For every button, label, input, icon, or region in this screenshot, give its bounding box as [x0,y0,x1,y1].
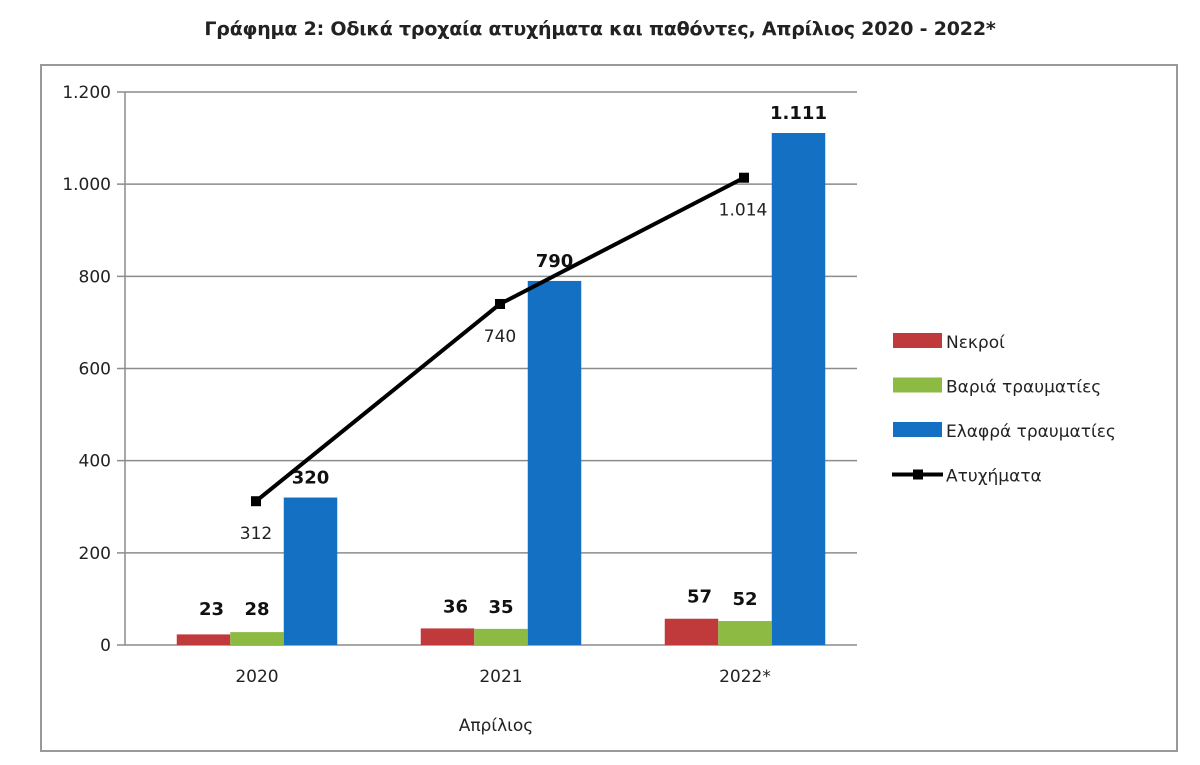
bar-value-label: 320 [292,468,330,489]
legend-marker [913,469,923,480]
data-labels: 23 36 57 28 35 52 320 790 1.111 312 740 1.014 [199,103,827,620]
x-axis-label: Απρίλιος [459,716,534,736]
y-tick-label: 1.000 [62,175,111,195]
bar-value-label: 790 [536,251,574,272]
bar-1-1 [474,628,528,645]
accidents-line [251,172,749,507]
line-value-label: 740 [484,327,516,347]
legend-swatch-0 [893,333,942,348]
bar-value-label: 36 [443,596,468,617]
x-tick-labels: 2020 2021 2022* [235,667,771,687]
bar-value-label: 57 [687,587,712,608]
bar-value-label: 1.111 [770,103,827,124]
bar-value-label: 52 [732,589,757,610]
y-tick-label: 800 [79,267,111,287]
bar-value-label: 35 [488,597,513,618]
bar-value-label: 28 [244,599,269,620]
bar-1-0 [230,632,284,645]
legend-swatch-1 [893,377,942,393]
chart-frame [40,64,1178,752]
x-tick-label: 2020 [235,667,278,687]
legend-label: Βαριά τραυματίες [946,378,1101,398]
legend-label: Ελαφρά τραυματίες [946,422,1116,442]
bar-1-2 [718,621,772,645]
accidents-marker [495,298,505,309]
y-tick-labels: 0 200 400 600 800 1.000 1.200 [62,83,111,656]
bar-0-1 [420,628,475,645]
x-tick-label: 2022* [719,667,771,687]
line-value-label: 1.014 [719,201,768,221]
legend-label: Νεκροί [946,333,1005,353]
y-tick-label: 0 [100,636,111,656]
x-tick-label: 2021 [479,667,522,687]
chart-title: Γράφημα 2: Οδικά τροχαία ατυχήματα και π… [204,18,996,40]
y-tick-label: 200 [79,544,111,564]
accidents-marker [739,172,749,183]
y-tick-label: 600 [79,360,111,380]
accidents-marker [251,496,261,507]
bar-0-0 [176,634,231,645]
bar-0-2 [664,618,719,645]
y-tick-label: 400 [79,452,111,472]
bar-2-2 [771,133,826,645]
legend: Νεκροί Βαριά τραυματίες Ελαφρά τραυματίες Α… [892,333,1116,487]
bar-2-0 [283,497,338,645]
legend-swatch-2 [893,422,942,437]
y-tick-label: 1.200 [62,83,111,103]
line-value-label: 312 [240,524,272,544]
bars [176,133,826,645]
bar-value-label: 23 [199,599,224,620]
legend-label: Ατυχήματα [946,467,1042,487]
bar-2-1 [527,280,582,645]
